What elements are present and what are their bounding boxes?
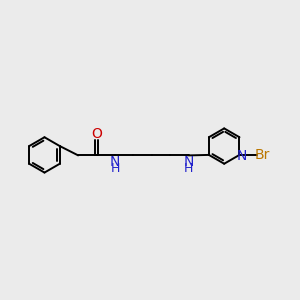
Text: H: H [184,162,193,176]
Text: N: N [236,149,247,163]
Text: N: N [183,155,194,169]
Text: N: N [110,155,120,169]
Text: O: O [91,127,102,141]
Text: H: H [110,162,120,176]
Text: Br: Br [255,148,270,162]
